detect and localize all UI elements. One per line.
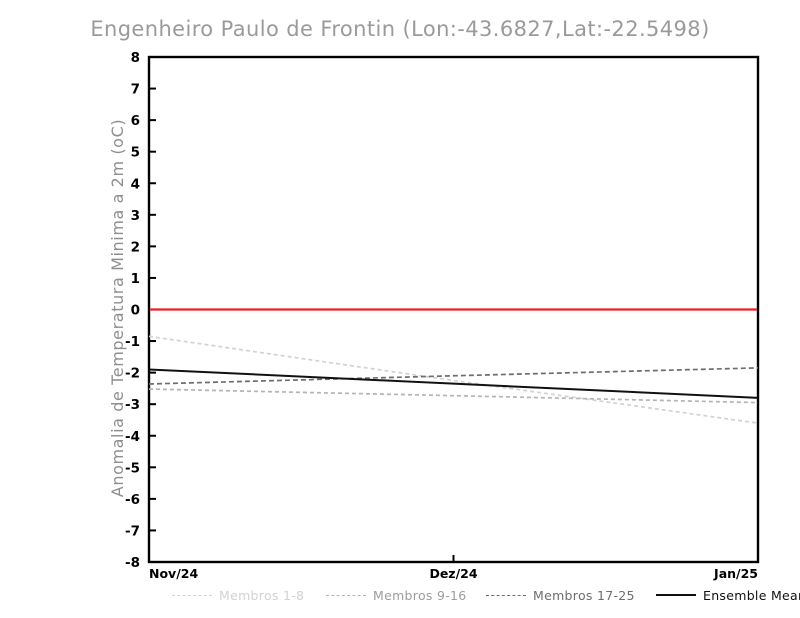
y-tick-label: -7 — [125, 523, 140, 539]
y-tick-label: 2 — [131, 239, 140, 255]
y-tick-label: 8 — [131, 50, 140, 66]
series-line-membros-1-8 — [148, 335, 759, 424]
legend-item-membros-17-25[interactable]: Membros 17-25 — [486, 586, 635, 604]
legend-label-membros-17-25: Membros 17-25 — [533, 587, 635, 603]
series-line-membros-9-16 — [148, 388, 759, 404]
legend-swatch-membros-1-8 — [172, 594, 212, 596]
y-tick-label: -2 — [125, 366, 140, 382]
legend-item-membros-9-16[interactable]: Membros 9-16 — [326, 586, 467, 604]
y-tick-label: -4 — [125, 429, 140, 445]
legend-swatch-ensemble-mean — [656, 594, 696, 596]
y-tick-label: 4 — [131, 176, 140, 192]
legend-label-ensemble-mean: Ensemble Mean — [703, 587, 800, 603]
legend-item-ensemble-mean[interactable]: Ensemble Mean — [656, 586, 800, 604]
legend-swatch-membros-9-16 — [326, 594, 366, 596]
legend-label-membros-9-16: Membros 9-16 — [373, 587, 467, 603]
legend-item-membros-1-8[interactable]: Membros 1-8 — [172, 586, 304, 604]
chart-legend: Membros 1-8 Membros 9-16 Membros 17-25 E… — [140, 586, 800, 608]
y-tick-label: -6 — [125, 492, 140, 508]
y-tick-label: -1 — [125, 334, 140, 350]
y-tick-label: 3 — [131, 208, 140, 224]
y-tick-label: 5 — [131, 145, 140, 161]
y-tick-label: 1 — [131, 271, 140, 287]
y-tick-label: -8 — [125, 555, 140, 571]
x-tick-label: Nov/24 — [149, 566, 198, 581]
y-tick-label: -3 — [125, 397, 140, 413]
legend-swatch-membros-17-25 — [486, 594, 526, 596]
x-tick-label: Dez/24 — [429, 566, 477, 581]
x-tick-label: Jan/25 — [713, 566, 758, 581]
y-tick-label: 7 — [131, 82, 140, 98]
y-tick-label: -5 — [125, 460, 140, 476]
series-line-membros-17-25 — [148, 367, 759, 385]
y-tick-label: 0 — [131, 303, 140, 319]
chart-title: Engenheiro Paulo de Frontin (Lon:-43.682… — [90, 17, 710, 41]
legend-label-membros-1-8: Membros 1-8 — [219, 587, 305, 603]
y-tick-label: 6 — [131, 113, 140, 129]
series-line-ensemble-mean — [148, 368, 759, 399]
